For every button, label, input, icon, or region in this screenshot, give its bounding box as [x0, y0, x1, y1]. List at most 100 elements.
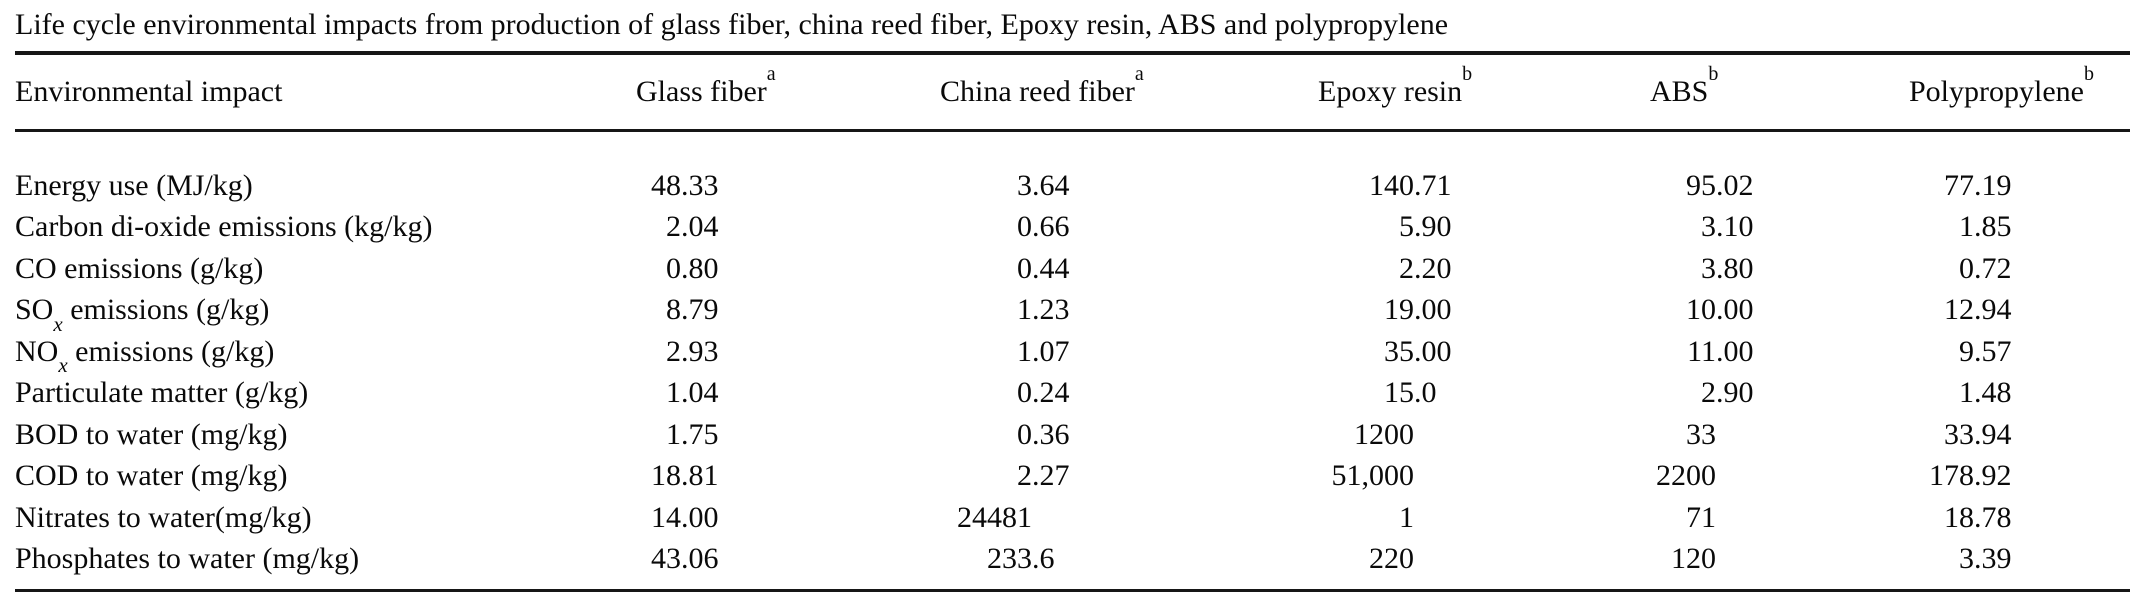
value-integer-part: 2: [1701, 376, 1716, 410]
value-integer-part: 10: [1686, 293, 1716, 327]
value-fraction-part: .00: [681, 500, 719, 534]
value-fraction-part: .00: [1414, 293, 1452, 327]
value-integer-part: 15: [1384, 376, 1414, 410]
table-row: Energy use (MJ/kg) 48.33 3.64 140.71 95.02 77…: [15, 132, 2130, 207]
row-label: Carbon di-oxide emissions (kg/kg): [15, 210, 433, 244]
value-fraction-part: .19: [1974, 168, 2012, 202]
row-label: Energy use (MJ/kg): [15, 168, 253, 202]
column-header: Polypropyleneb: [1909, 55, 2130, 132]
value-fraction-part: .90: [1716, 376, 1754, 410]
value-cell: 11.00: [1650, 331, 1909, 373]
row-label: CO emissions (g/kg): [15, 251, 264, 285]
table-body: Energy use (MJ/kg) 48.33 3.64 140.71 95.02 77…: [15, 132, 2130, 589]
value-integer-part: 1: [1959, 210, 1974, 244]
footnote-marker: b: [2083, 63, 2094, 85]
value-integer-part: 2: [666, 210, 681, 244]
value-fraction-part: .00: [1716, 334, 1754, 368]
value-fraction-part: .04: [681, 210, 719, 244]
value-integer-part: 95: [1686, 168, 1716, 202]
value-fraction-part: .00: [1716, 293, 1754, 327]
value-integer-part: 1: [1959, 376, 1974, 410]
footnote-marker: b: [1462, 63, 1473, 85]
table-row: CO emissions (g/kg) 0.80 0.44 2.20 3.80 0.72: [15, 248, 2130, 290]
table-caption: Life cycle environmental impacts from pr…: [15, 8, 1449, 41]
value-integer-part: 3: [1959, 542, 1974, 576]
column-header-impact: Environmental impact: [15, 55, 636, 132]
value-fraction-part: .66: [1032, 210, 1070, 244]
value-integer-part: 1200: [1354, 417, 1414, 451]
value-fraction-part: .36: [1032, 417, 1070, 451]
value-fraction-part: .81: [681, 459, 719, 493]
value-integer-part: 1: [1399, 500, 1414, 534]
table-row: Particulate matter (g/kg) 1.04 0.24 15.0 2.9…: [15, 373, 2130, 415]
value-integer-part: 24481: [957, 500, 1032, 534]
footnote-marker: b: [1708, 63, 1719, 85]
value-fraction-part: .80: [1716, 251, 1754, 285]
value-fraction-part: .23: [1032, 293, 1070, 327]
value-fraction-part: .78: [1974, 500, 2012, 534]
value-cell: 0.80: [636, 248, 940, 290]
column-header: Epoxy resinb: [1318, 55, 1650, 132]
value-cell: 71: [1650, 497, 1909, 539]
value-cell: 2.90: [1650, 373, 1909, 415]
subscript-variable: x: [58, 353, 68, 378]
value-fraction-part: .39: [1974, 542, 2012, 576]
table-row: COD to water (mg/kg) 18.81 2.27 51,000 2200 1…: [15, 456, 2130, 498]
value-cell: 95.02: [1650, 132, 1909, 207]
value-integer-part: 140: [1369, 168, 1414, 202]
value-cell: 15.0: [1318, 373, 1650, 415]
value-integer-part: 33: [1686, 417, 1716, 451]
value-cell: 18.81: [636, 456, 940, 498]
column-header: China reed fibera: [940, 55, 1318, 132]
value-integer-part: 0: [1017, 376, 1032, 410]
value-cell: 1.23: [940, 290, 1318, 332]
value-cell: 0.72: [1909, 248, 2130, 290]
row-label: BOD to water (mg/kg): [15, 417, 288, 451]
value-cell: 0.44: [940, 248, 1318, 290]
value-integer-part: 220: [1369, 542, 1414, 576]
table-row: Nitrates to water(mg/kg) 14.00 24481 1 71 18.…: [15, 497, 2130, 539]
value-fraction-part: .85: [1974, 210, 2012, 244]
value-cell: 24481: [940, 497, 1318, 539]
value-fraction-part: .94: [1974, 417, 2012, 451]
table-row: Carbon di-oxide emissions (kg/kg) 2.04 0.6…: [15, 207, 2130, 249]
value-integer-part: 120: [1671, 542, 1716, 576]
column-header: Glass fibera: [636, 55, 940, 132]
value-cell: 43.06: [636, 539, 940, 590]
value-fraction-part: .6: [1032, 542, 1055, 576]
value-integer-part: 3: [1701, 210, 1716, 244]
value-cell: 19.00: [1318, 290, 1650, 332]
value-cell: 1.04: [636, 373, 940, 415]
value-integer-part: 77: [1944, 168, 1974, 202]
value-fraction-part: .80: [681, 251, 719, 285]
value-cell: 178.92: [1909, 456, 2130, 498]
value-integer-part: 12: [1944, 293, 1974, 327]
value-integer-part: 18: [1944, 500, 1974, 534]
value-integer-part: 0: [1017, 417, 1032, 451]
table-header: Environmental impact Glass fibera China re…: [15, 55, 2130, 132]
value-fraction-part: .04: [681, 376, 719, 410]
table-row: BOD to water (mg/kg) 1.75 0.36 1200 33 33.94: [15, 414, 2130, 456]
value-integer-part: 233: [987, 542, 1032, 576]
table-row: NOx emissions (g/kg) 2.93 1.07 35.00 11.00 9.…: [15, 331, 2130, 376]
value-integer-part: 0: [666, 251, 681, 285]
value-integer-part: 33: [1944, 417, 1974, 451]
value-integer-part: 9: [1959, 334, 1974, 368]
row-label: Particulate matter (g/kg): [15, 376, 309, 410]
value-cell: 51,000: [1318, 456, 1650, 498]
value-cell: 1.85: [1909, 207, 2130, 249]
value-cell: 18.78: [1909, 497, 2130, 539]
value-integer-part: 18: [651, 459, 681, 493]
value-fraction-part: .0: [1414, 376, 1437, 410]
value-cell: 0.24: [940, 373, 1318, 415]
value-cell: 3.10: [1650, 207, 1909, 249]
value-cell: 220: [1318, 539, 1650, 590]
value-cell: 2.27: [940, 456, 1318, 498]
value-cell: 33.94: [1909, 414, 2130, 456]
value-integer-part: 178: [1929, 459, 1974, 493]
value-fraction-part: .94: [1974, 293, 2012, 327]
value-integer-part: 1: [666, 417, 681, 451]
value-integer-part: 2200: [1656, 459, 1716, 493]
value-cell: 10.00: [1650, 290, 1909, 332]
footnote-marker: a: [766, 63, 776, 85]
